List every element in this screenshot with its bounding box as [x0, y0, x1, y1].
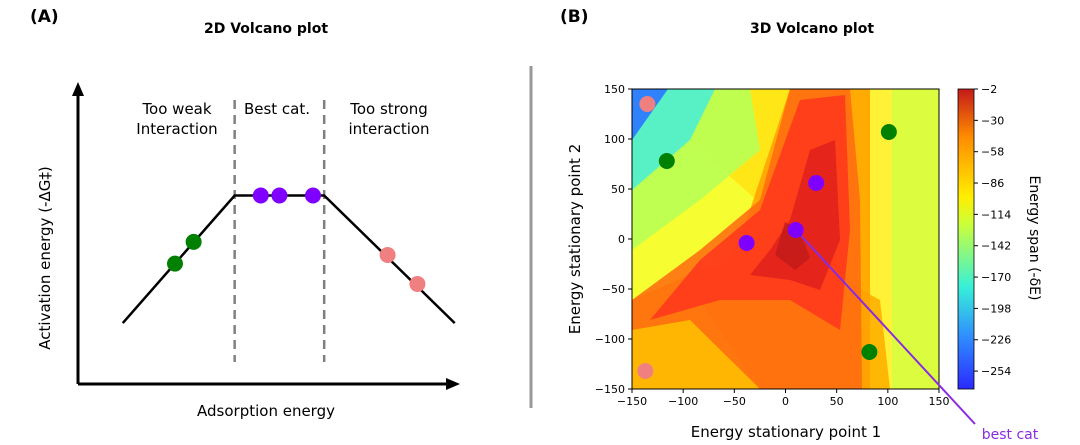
x-tick-label-1: −100	[668, 395, 698, 408]
colorbar-label: Energy span (-δE)	[1026, 176, 1042, 301]
y-tick-label-6: 150	[604, 83, 625, 96]
y-tick-label-1: −100	[595, 333, 625, 346]
y-tick-label-4: 50	[611, 183, 625, 196]
y-tick-label-2: −50	[602, 283, 625, 296]
x-tick-label-4: 50	[830, 395, 844, 408]
colorbar-tick-label-7: −198	[981, 302, 1011, 315]
x-tick-label-0: −150	[617, 395, 647, 408]
point-too-weak-1	[185, 233, 202, 250]
y-tick-label-5: 100	[604, 133, 625, 146]
heatmap-band-upper-left-cyan	[632, 89, 715, 190]
heatmap-point-5	[808, 175, 825, 191]
panel-b-label: (B)	[560, 7, 589, 27]
colorbar	[957, 88, 975, 390]
panel-a-label: (A)	[30, 7, 59, 27]
heatmap-band-right-green	[890, 89, 939, 389]
heatmap-point-7	[787, 222, 804, 238]
heatmap-point-3	[880, 124, 897, 140]
heatmap-point-4	[861, 344, 878, 360]
panel-a-marks	[121, 100, 456, 362]
region-weak-line1: Too weak	[141, 100, 211, 118]
point-too-weak-0	[166, 255, 183, 272]
panel-b-title: 3D Volcano plot	[750, 21, 874, 37]
colorbar-tick-label-8: −226	[981, 334, 1011, 347]
point-best-1	[271, 187, 288, 204]
colorbar-tick-label-6: −170	[981, 271, 1011, 284]
region-strong-line1: Too strong	[349, 100, 427, 118]
colorbar-tick-label-1: −30	[981, 114, 1004, 127]
heatmap-point-1	[637, 363, 654, 379]
colorbar-tick-label-9: −254	[981, 365, 1011, 378]
point-best-2	[304, 187, 321, 204]
point-best-0	[252, 187, 269, 204]
panel-b-xlabel: Energy stationary point 1	[691, 423, 881, 441]
annotation-text: best cat	[982, 427, 1039, 443]
colorbar-tick-label-3: −86	[981, 177, 1004, 190]
heatmap-point-0	[639, 96, 656, 112]
y-tick-label-0: −150	[595, 383, 625, 396]
x-tick-label-6: 150	[929, 395, 950, 408]
region-best-label: Best cat.	[244, 100, 310, 118]
panel-a-xlabel: Adsorption energy	[197, 402, 335, 420]
x-tick-label-5: 100	[877, 395, 898, 408]
panel-b: (B) 3D Volcano plot Energy span (-δE) En…	[560, 7, 1042, 443]
x-tick-label-2: −50	[723, 395, 746, 408]
heatmap	[632, 89, 939, 389]
panel-a-ylabel: Activation energy (-ΔG‡)	[36, 166, 54, 349]
colorbar-tick-label-2: −58	[981, 146, 1004, 159]
x-axis-arrowhead-icon	[446, 378, 460, 390]
panel-a: (A) 2D Volcano plot Adsorption energy Ac…	[30, 7, 460, 420]
colorbar-tick-label-4: −114	[981, 208, 1011, 221]
colorbar-tick-label-5: −142	[981, 240, 1011, 253]
panel-a-title: 2D Volcano plot	[204, 21, 328, 37]
panel-b-ylabel: Energy stationary point 2	[566, 144, 584, 334]
colorbar-tick-label-0: −2	[981, 83, 997, 96]
x-tick-label-3: 0	[782, 395, 789, 408]
point-too-strong-0	[379, 246, 396, 263]
heatmap-point-6	[738, 235, 755, 251]
panel-b-marks: −150 −100 −50 0 50 100 150 −150 −100 −50 0 50 100 150…	[595, 83, 1039, 443]
y-tick-label-3: 0	[618, 233, 625, 246]
annotation-line	[794, 229, 976, 425]
region-weak-line2: Interaction	[136, 120, 217, 138]
y-axis-arrowhead-icon	[72, 82, 84, 96]
region-strong-line2: interaction	[348, 120, 429, 138]
heatmap-point-2	[658, 153, 675, 169]
point-too-strong-1	[409, 275, 426, 292]
